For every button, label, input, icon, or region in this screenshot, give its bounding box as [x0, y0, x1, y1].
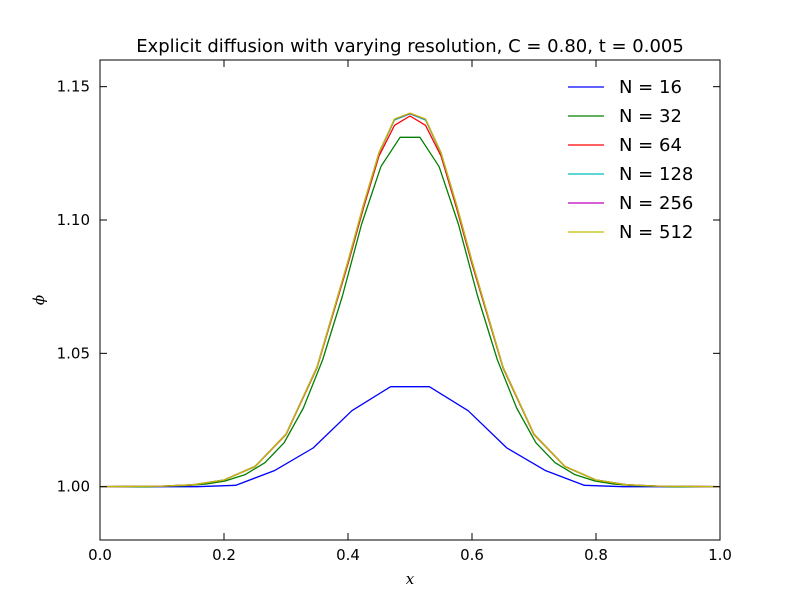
- plot-frame: [99, 59, 721, 541]
- y-tick-label-2: 1.10: [57, 211, 90, 229]
- y-tick-label-3: 1.15: [57, 78, 90, 96]
- legend-label-1: N = 32: [619, 106, 682, 127]
- legend-label-5: N = 512: [619, 222, 693, 243]
- legend-label-3: N = 128: [619, 164, 693, 185]
- x-tick-label-4: 0.8: [584, 546, 608, 564]
- series-line-0: [100, 386, 720, 488]
- y-axis-label: ϕ: [30, 295, 48, 305]
- chart-title: Explicit diffusion with varying resoluti…: [136, 36, 684, 57]
- x-tick-label-2: 0.4: [336, 546, 360, 564]
- legend-label-2: N = 64: [619, 135, 682, 156]
- legend-label-4: N = 256: [619, 193, 693, 214]
- series-line-5: [99, 112, 721, 488]
- x-tick-label-5: 1.0: [708, 546, 732, 564]
- plot-area: 0.0 0.2 0.4 0.6 0.8 1.0 1.00 1.05 1.10 1.15 N = 16…: [57, 59, 732, 564]
- x-tick-label-0: 0.0: [88, 546, 112, 564]
- x-tick-label-1: 0.2: [212, 546, 236, 564]
- x-tick-label-3: 0.6: [460, 546, 484, 564]
- y-tick-label-0: 1.00: [57, 478, 90, 496]
- series-line-1: [100, 136, 720, 488]
- legend-label-0: N = 16: [619, 77, 682, 98]
- y-tick-label-1: 1.05: [57, 344, 90, 362]
- x-axis-label: x: [406, 570, 415, 588]
